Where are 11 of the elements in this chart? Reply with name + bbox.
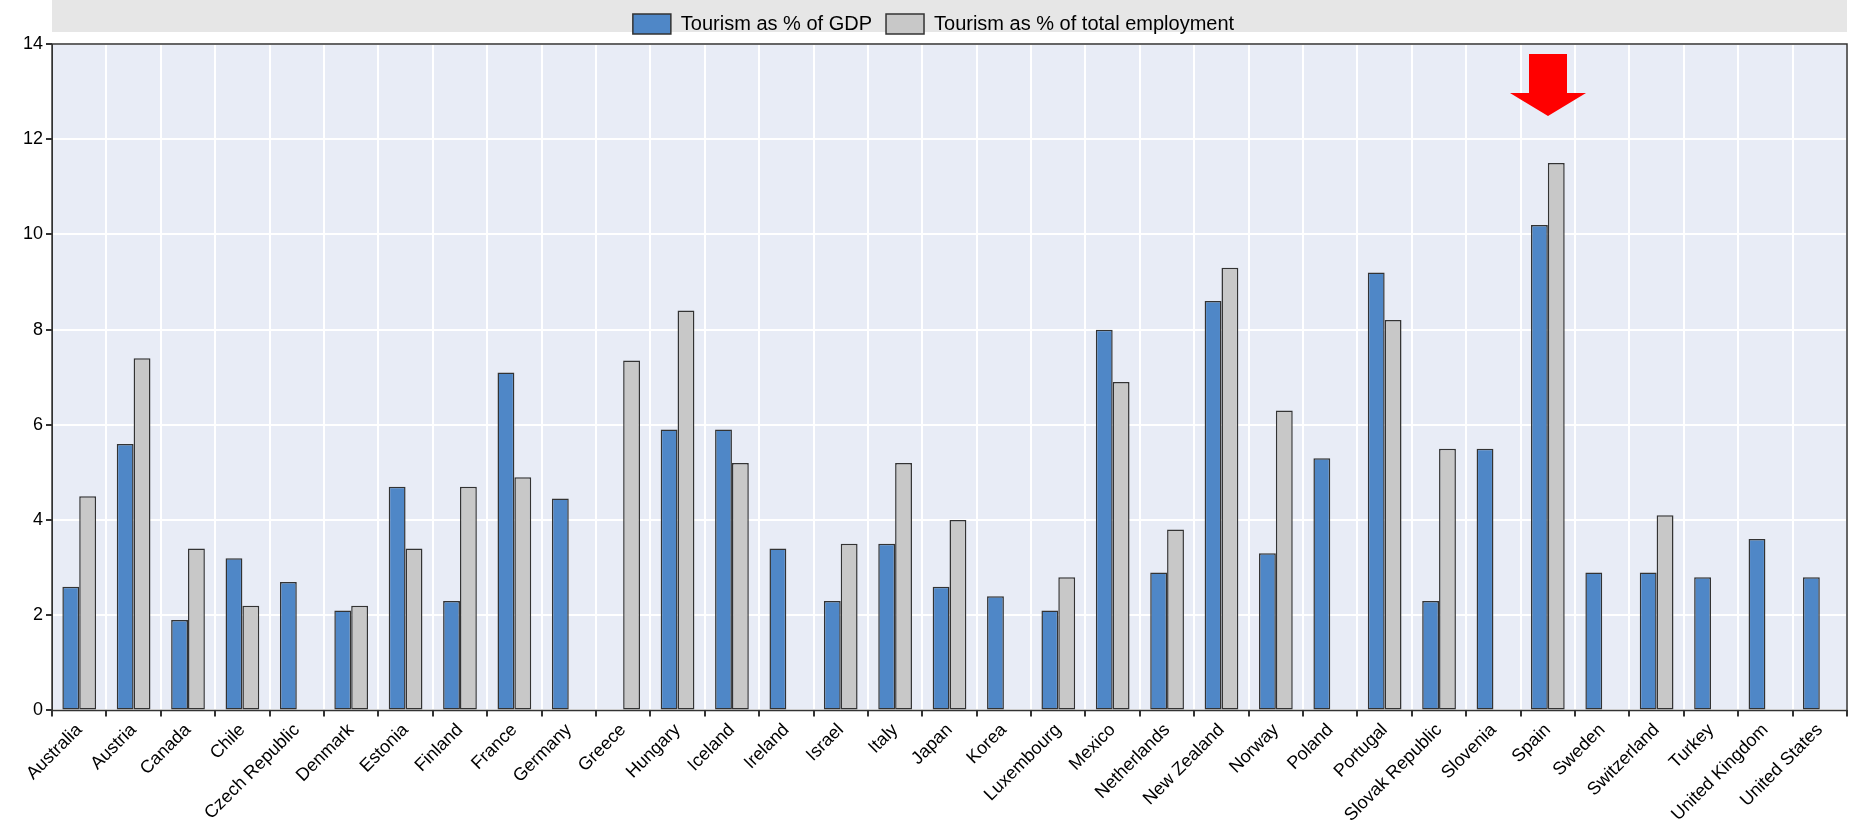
y-tick-label: 14 (22, 32, 44, 53)
legend-label: Tourism as % of total employment (934, 11, 1235, 34)
y-tick-label: 4 (33, 509, 44, 530)
y-tick-label: 8 (33, 318, 44, 339)
y-tick-label: 6 (33, 413, 44, 434)
y-tick-label: 2 (33, 604, 44, 625)
x-tick-label: Italy (863, 719, 902, 757)
y-tick-label: 0 (33, 699, 44, 720)
y-tick-label: 12 (22, 128, 44, 149)
y-tick-label: 10 (22, 223, 44, 244)
legend-label: Tourism as % of GDP (680, 11, 873, 34)
